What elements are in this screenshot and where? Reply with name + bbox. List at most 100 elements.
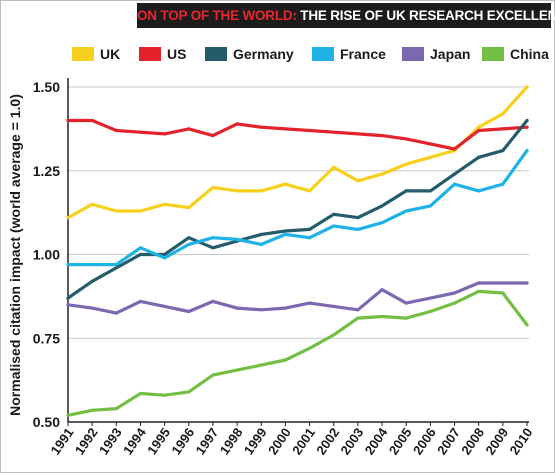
point-germany-1995: [163, 252, 167, 257]
point-us-1992: [90, 118, 94, 123]
point-china-2005: [404, 316, 408, 320]
x-tick-label-2010: 2010: [507, 425, 536, 457]
point-china-1991: [66, 413, 70, 417]
point-uk-1998: [235, 189, 239, 193]
legend-swatch-japan: [402, 47, 424, 61]
point-japan-1996: [187, 309, 191, 314]
point-uk-2008: [477, 125, 481, 129]
point-uk-1999: [259, 189, 263, 193]
point-germany-2009: [501, 149, 505, 153]
point-us-2005: [404, 137, 408, 141]
x-tick-label-2000: 2000: [265, 425, 294, 457]
point-france-2010: [525, 149, 529, 153]
series-line-us: [66, 118, 529, 151]
x-tick-label-2005: 2005: [386, 425, 415, 457]
point-china-1997: [211, 373, 215, 377]
point-germany-2010: [525, 118, 529, 123]
x-tick-label-1998: 1998: [217, 425, 246, 457]
point-us-1999: [259, 125, 263, 129]
point-china-2008: [477, 289, 481, 293]
point-france-2006: [428, 204, 432, 208]
point-germany-1992: [90, 279, 94, 283]
point-uk-2005: [404, 162, 408, 166]
point-china-2004: [380, 314, 384, 319]
chart-title-banner: ON TOP OF THE WORLD: THE RISE OF UK RESE…: [137, 3, 555, 28]
series-line-japan: [66, 281, 529, 315]
point-china-1999: [259, 363, 263, 367]
point-france-2008: [477, 189, 481, 193]
point-japan-2006: [428, 296, 432, 300]
point-china-2010: [525, 323, 529, 327]
point-japan-1997: [211, 299, 215, 303]
point-china-1995: [163, 393, 167, 397]
x-tick-label-1992: 1992: [72, 425, 101, 457]
point-france-1999: [259, 242, 263, 247]
point-france-1994: [138, 246, 143, 250]
point-germany-2001: [307, 227, 312, 231]
point-france-1993: [114, 262, 118, 267]
point-china-1992: [90, 408, 94, 412]
legend-swatch-us: [139, 47, 161, 61]
point-us-1994: [138, 130, 143, 134]
legend-label-germany: Germany: [233, 46, 294, 62]
point-japan-1992: [90, 306, 94, 310]
point-japan-2001: [307, 301, 312, 305]
point-france-2003: [356, 227, 360, 231]
point-uk-1993: [114, 209, 118, 213]
point-uk-2003: [356, 179, 360, 183]
chart-title-lead: ON TOP OF THE WORLD:: [137, 8, 297, 23]
point-us-2007: [452, 147, 457, 151]
point-france-2007: [452, 182, 457, 186]
series-line-germany: [66, 118, 529, 300]
legend-swatch-uk: [72, 47, 94, 61]
point-japan-2007: [452, 291, 457, 295]
point-germany-2004: [380, 204, 384, 208]
point-france-1996: [187, 242, 191, 247]
y-tick-label-3: 1.25: [33, 163, 60, 179]
point-us-2001: [307, 128, 312, 133]
point-us-1991: [66, 118, 70, 123]
legend-label-us: US: [167, 46, 187, 62]
x-tick-label-2009: 2009: [482, 425, 511, 457]
point-france-1997: [211, 236, 215, 240]
x-tick-label-2008: 2008: [458, 425, 487, 457]
point-uk-2000: [283, 182, 288, 186]
x-tick-label-1999: 1999: [241, 425, 270, 457]
point-china-2002: [332, 333, 336, 337]
point-china-1998: [235, 368, 239, 372]
point-germany-1996: [187, 236, 191, 240]
point-uk-2006: [428, 155, 432, 159]
y-axis-title: Normalised citation impact (world averag…: [7, 94, 23, 416]
point-france-1995: [163, 256, 167, 260]
point-uk-1996: [187, 206, 191, 210]
point-china-2007: [452, 301, 457, 305]
point-germany-2000: [283, 229, 288, 233]
point-germany-1994: [138, 252, 143, 257]
legend-label-japan: Japan: [430, 46, 471, 62]
point-france-2001: [307, 236, 312, 240]
point-us-1995: [163, 132, 167, 136]
legend-swatch-france: [312, 47, 334, 61]
point-us-2000: [283, 127, 288, 131]
point-uk-1991: [66, 216, 70, 220]
point-france-2005: [404, 209, 408, 213]
point-uk-2009: [501, 112, 505, 116]
series-line-uk: [66, 85, 529, 220]
x-tick-label-2007: 2007: [434, 425, 463, 457]
point-us-2010: [525, 125, 529, 129]
point-japan-1991: [66, 303, 70, 307]
point-uk-2004: [380, 172, 384, 176]
x-tick-label-2003: 2003: [337, 425, 366, 457]
y-tick-label-0: 0.50: [33, 414, 60, 430]
legend-label-uk: UK: [100, 46, 121, 62]
point-uk-2002: [332, 165, 336, 169]
point-us-2003: [356, 132, 360, 136]
series-line-china: [66, 289, 529, 417]
point-germany-2006: [428, 189, 432, 193]
point-us-1998: [235, 122, 239, 126]
point-germany-2003: [356, 216, 360, 220]
point-france-1992: [90, 262, 94, 267]
point-germany-1993: [114, 266, 118, 270]
legend-label-china: China: [510, 46, 549, 62]
point-us-1993: [114, 128, 118, 133]
